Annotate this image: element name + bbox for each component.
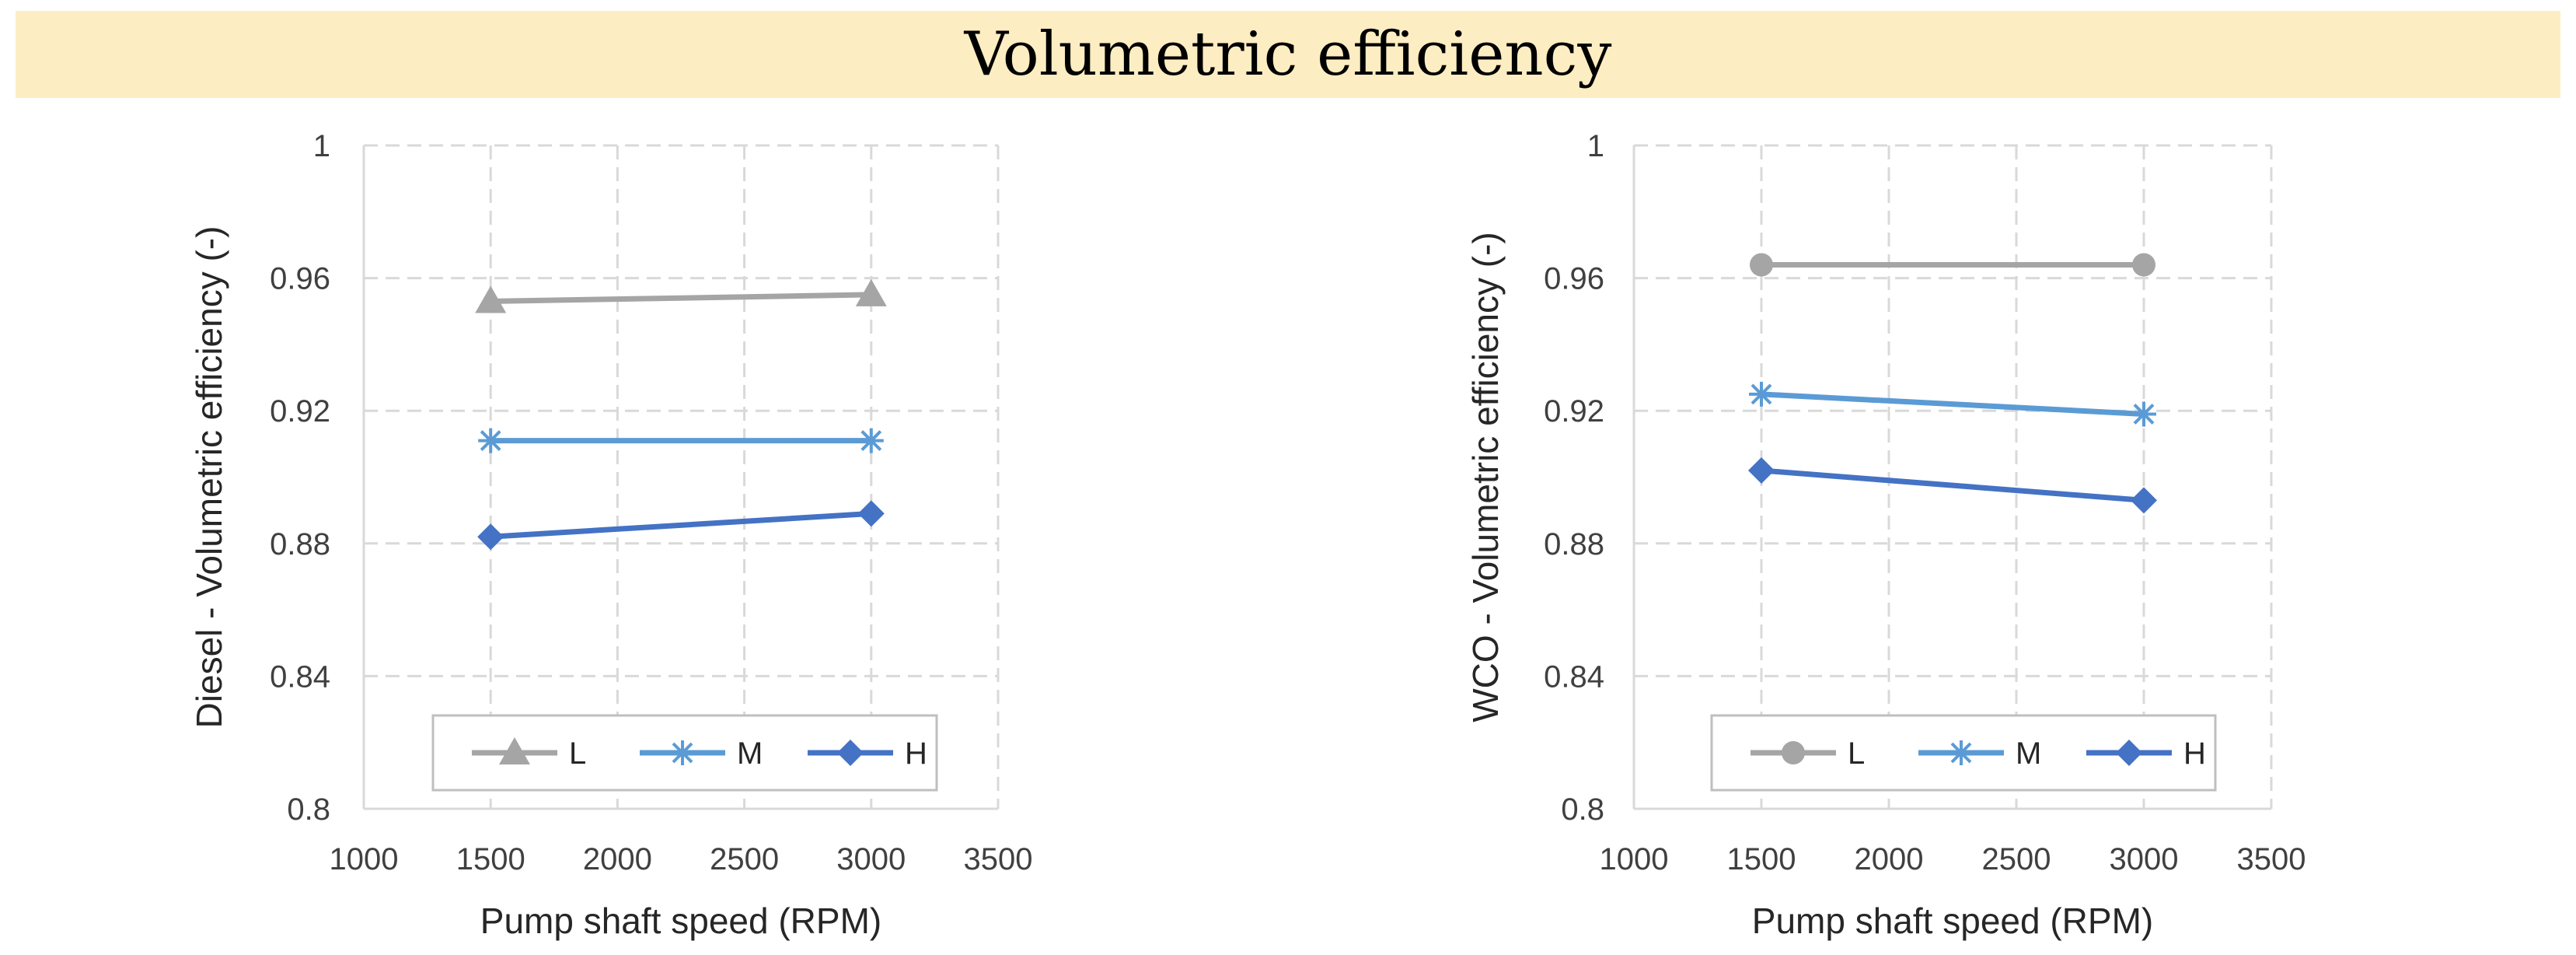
series-line-M [1758, 391, 2147, 417]
gridlines [364, 144, 1000, 809]
y-tick-label: 0.88 [270, 527, 330, 561]
x-tick-label: 1000 [1600, 842, 1669, 876]
diesel-efficiency-chart: 0.8 0.84 0.88 0.92 0.96 1 1000 1500 2000 2500 3000… [189, 129, 1033, 941]
x-tick-label: 1500 [456, 842, 525, 876]
y-tick-label: 0.84 [1544, 659, 1604, 694]
x-tick-label: 2000 [583, 842, 652, 876]
y-tick-label: 1 [313, 129, 330, 163]
data-point-M [2131, 401, 2156, 427]
x-axis-title: Pump shaft speed (RPM) [480, 901, 881, 941]
x-tick-label: 1500 [1727, 842, 1796, 876]
y-tick-label: 0.84 [270, 659, 330, 694]
data-point-M [858, 428, 884, 453]
data-point-L [855, 278, 887, 306]
series-line-H [1758, 467, 2147, 503]
data-point-M [478, 428, 504, 453]
legend-marker-H [837, 740, 864, 766]
y-axis-title: WCO - Volumetric efficiency (-) [1465, 232, 1506, 722]
y-tick-label: 0.88 [1544, 527, 1604, 561]
y-tick-label: 0.96 [270, 262, 330, 296]
legend-marker-L [1782, 741, 1805, 764]
legend-label-L: L [1848, 736, 1865, 771]
data-point-L [1750, 253, 1773, 277]
series-L [475, 278, 887, 313]
x-tick-label: 3000 [836, 842, 906, 876]
data-point-L [475, 285, 507, 313]
x-tick-label: 3500 [964, 842, 1033, 876]
legend-label-M: M [737, 736, 763, 771]
legend-label-H: H [905, 736, 927, 771]
data-point-M [1749, 381, 1774, 407]
x-tick-label: 1000 [330, 842, 399, 876]
y-tick-label: 1 [1587, 129, 1604, 163]
x-axis-title: Pump shaft speed (RPM) [1752, 901, 2153, 941]
wco-efficiency-chart: 0.8 0.84 0.88 0.92 0.96 1 1000 1500 2000 2500 3000… [1465, 129, 2306, 941]
y-axis-title: Diesel - Volumetric efficiency (-) [189, 226, 229, 729]
y-tick-label: 0.96 [1544, 262, 1604, 296]
series-M [478, 428, 884, 453]
y-tick-label: 0.92 [1544, 394, 1604, 429]
x-tick-label: 3500 [2237, 842, 2306, 876]
data-point-H [2131, 487, 2157, 514]
series-H [477, 500, 885, 551]
x-tick-label: 3000 [2110, 842, 2179, 876]
legend-label-M: M [2016, 736, 2041, 771]
legend-marker-H [2116, 740, 2142, 766]
legend-marker-M [670, 740, 695, 765]
series-H [1748, 457, 2157, 514]
series-L [1750, 253, 2155, 277]
series-M [1749, 381, 2156, 427]
y-tick-label: 0.8 [287, 792, 330, 827]
series-line-H [487, 510, 874, 540]
legend-label-L: L [569, 736, 586, 771]
x-tick-label: 2500 [710, 842, 779, 876]
y-tick-label: 0.8 [1561, 792, 1604, 827]
legend-marker-L [499, 737, 530, 764]
data-point-L [2132, 253, 2155, 277]
y-tick-label: 0.92 [270, 394, 330, 429]
legend-marker-M [1949, 740, 1974, 765]
data-point-H [1748, 457, 1775, 484]
data-point-H [857, 500, 885, 527]
title-banner: Volumetric efficiency [16, 11, 2560, 98]
gridlines [1634, 144, 2273, 809]
x-tick-label: 2000 [1855, 842, 1924, 876]
data-point-H [477, 523, 504, 551]
page-title: Volumetric efficiency [964, 19, 1612, 89]
series-line-L [487, 292, 874, 304]
legend-label-H: H [2183, 736, 2206, 771]
x-tick-label: 2500 [1982, 842, 2051, 876]
